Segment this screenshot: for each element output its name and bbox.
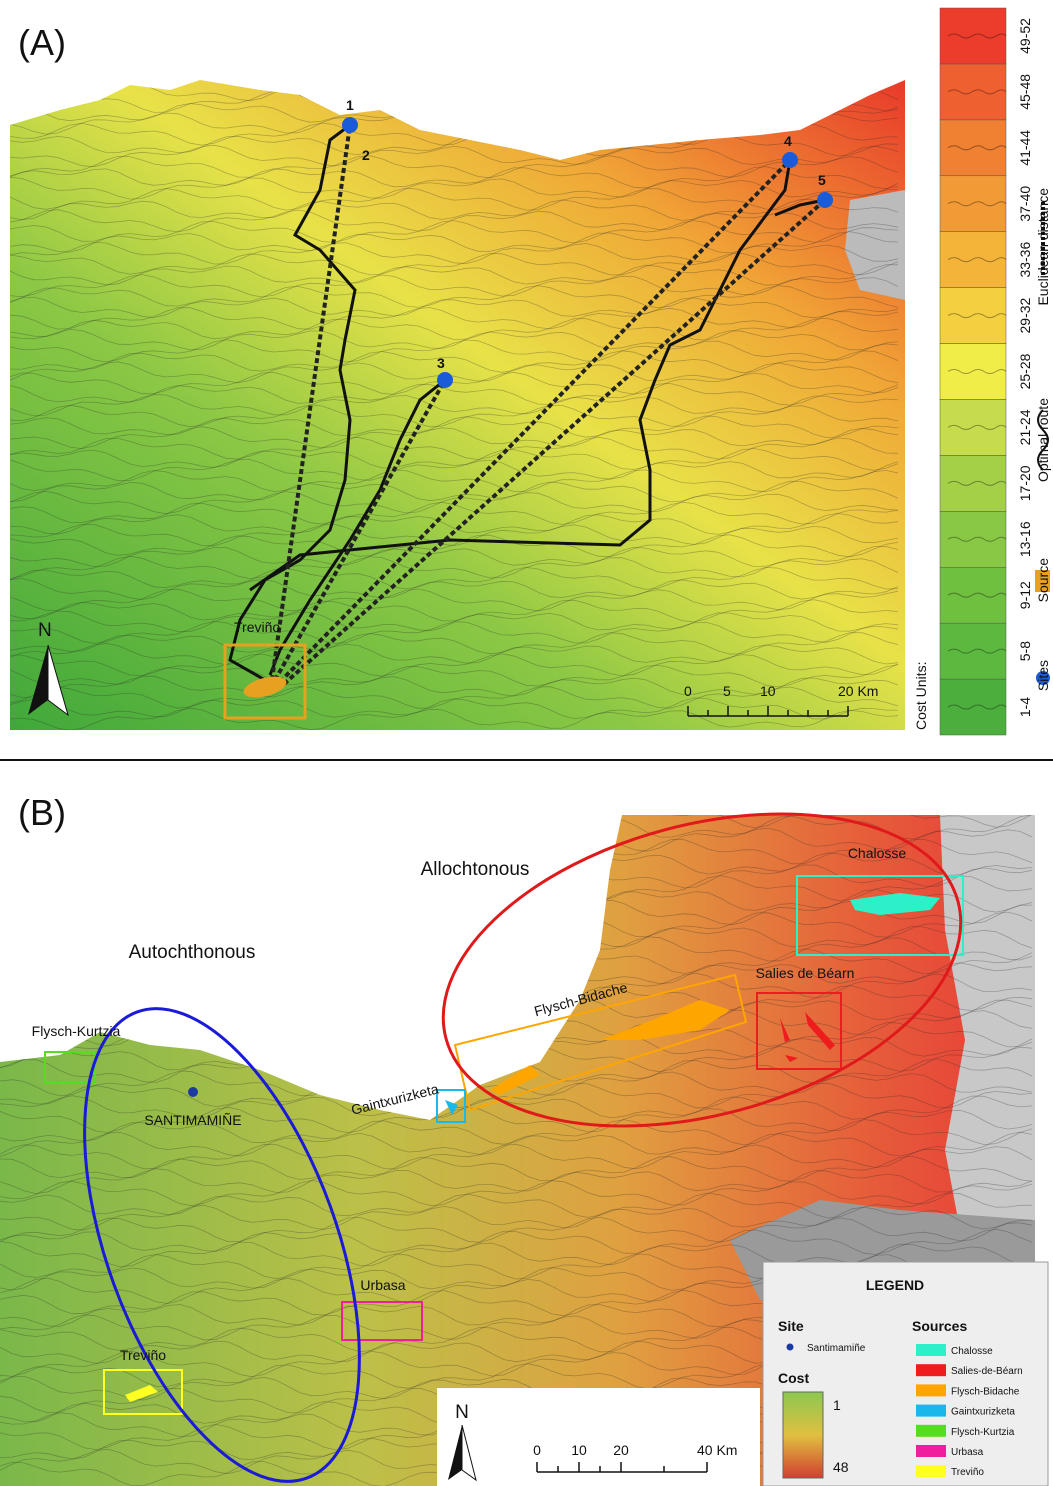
legend-source: Urbasa bbox=[951, 1447, 984, 1458]
place-label: SANTIMAMIÑE bbox=[144, 1112, 241, 1128]
panel-label: (A) bbox=[18, 22, 66, 63]
legend-site-icon bbox=[787, 1344, 794, 1351]
legend-class-label: 45-48 bbox=[1017, 74, 1033, 110]
legend-heading: Cost bbox=[778, 1370, 809, 1386]
legend-swatch bbox=[916, 1425, 946, 1437]
legend-swatch bbox=[916, 1405, 946, 1417]
cost-min: 1 bbox=[833, 1397, 841, 1413]
legend-site: Santimamiñe bbox=[807, 1343, 866, 1354]
legend-item: Optimal route bbox=[1035, 398, 1051, 482]
legend-heading: Site bbox=[778, 1318, 804, 1334]
legend-swatch bbox=[916, 1465, 946, 1477]
panel-label: (B) bbox=[18, 792, 66, 833]
legend-item: Source bbox=[1035, 558, 1051, 603]
scale-label: 5 bbox=[723, 683, 731, 699]
legend-class-label: 41-44 bbox=[1017, 130, 1033, 166]
legend-swatch bbox=[916, 1445, 946, 1457]
cost-ramp bbox=[783, 1392, 823, 1478]
place-label: Chalosse bbox=[848, 845, 907, 861]
legend-class-label: 25-28 bbox=[1017, 353, 1033, 389]
place-label: Urbasa bbox=[360, 1277, 405, 1293]
cost-max: 48 bbox=[833, 1459, 849, 1475]
place-label: Flysch-Kurtzia bbox=[32, 1023, 121, 1039]
figure: (A) Treviño 1 2 3 4 5 N 0 5 10 20 Km 1-4… bbox=[0, 0, 1053, 1486]
legend-heading: Sources bbox=[912, 1318, 967, 1334]
source-label: Treviño bbox=[234, 619, 280, 635]
legend-source: Chalosse bbox=[951, 1346, 993, 1357]
legend-item: Euclidean distance bbox=[1035, 188, 1051, 306]
legend-source: Gaintxurizketa bbox=[951, 1407, 1015, 1418]
site-label: 4 bbox=[784, 133, 792, 149]
legend-class-label: 49-52 bbox=[1017, 18, 1033, 54]
legend-source: Treviño bbox=[951, 1467, 984, 1478]
north-label: N bbox=[455, 1402, 469, 1423]
legend-class-label: 21-24 bbox=[1017, 409, 1033, 445]
legend-class-label: 9-12 bbox=[1017, 581, 1033, 609]
scale-label: 10 bbox=[571, 1442, 587, 1458]
site-label: 1 bbox=[346, 97, 354, 113]
scale-label: 10 bbox=[760, 683, 776, 699]
site-label: 2 bbox=[362, 147, 370, 163]
site-marker bbox=[188, 1087, 198, 1097]
legend-source: Salies-de-Béarn bbox=[951, 1366, 1023, 1377]
scale-label: 20 Km bbox=[838, 683, 878, 699]
place-label: Treviño bbox=[120, 1347, 166, 1363]
scale-label: 40 Km bbox=[697, 1442, 737, 1458]
legend-swatch bbox=[916, 1344, 946, 1356]
legend: 1-4 5-8 9-12 13-16 17-20 21-24 25-28 29-32 33-36… bbox=[940, 8, 1033, 735]
legend-class-label: 13-16 bbox=[1017, 521, 1033, 557]
legend-source: Flysch-Kurtzia bbox=[951, 1427, 1015, 1438]
site-label: 3 bbox=[437, 355, 445, 371]
legend-title: Cost Units: bbox=[913, 662, 929, 730]
legend-source: Flysch-Bidache bbox=[951, 1386, 1020, 1397]
place-label: Salies de Béarn bbox=[756, 965, 855, 981]
legend-swatch bbox=[916, 1364, 946, 1376]
legend-swatch bbox=[916, 1384, 946, 1396]
group-label: Allochtonous bbox=[421, 859, 530, 880]
scale-label: 20 bbox=[613, 1442, 629, 1458]
legend-class-label: 17-20 bbox=[1017, 465, 1033, 501]
place-label: Gaintxurizketa bbox=[349, 1081, 440, 1118]
site-label: 5 bbox=[818, 172, 826, 188]
north-label: N bbox=[38, 620, 52, 641]
legend-item: Sites bbox=[1035, 660, 1051, 691]
legend-class-label: 29-32 bbox=[1017, 297, 1033, 333]
group-label: Autochthonous bbox=[129, 942, 256, 963]
legend-class-label: 5-8 bbox=[1017, 641, 1033, 661]
scale-label: 0 bbox=[684, 683, 692, 699]
legend-class-label: 1-4 bbox=[1017, 697, 1033, 717]
scale-label: 0 bbox=[533, 1442, 541, 1458]
cost-map bbox=[10, 69, 905, 730]
legend-class-label: 37-40 bbox=[1017, 186, 1033, 222]
legend-class-label: 33-36 bbox=[1017, 242, 1033, 278]
legend-title: LEGEND bbox=[866, 1277, 924, 1293]
